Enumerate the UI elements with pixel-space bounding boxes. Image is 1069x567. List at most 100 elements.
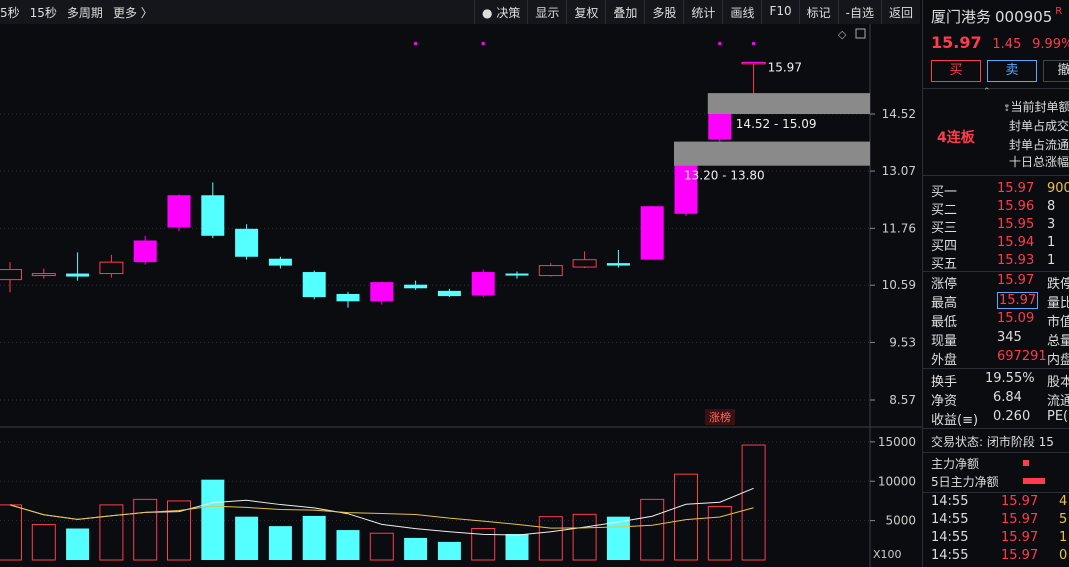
stat-label: 涨停 xyxy=(931,277,958,292)
bid-volume: 3 xyxy=(1047,217,1056,232)
stat-label: 净资 xyxy=(931,394,958,409)
limit-up-marker xyxy=(752,42,756,45)
tick-price: 15.97 xyxy=(1001,530,1039,545)
kline-chart[interactable]: 14.52 13.07 11.76 10.59 9.53 8.57 14.52 - 15.0… xyxy=(0,24,922,567)
stats-button[interactable]: 统计 xyxy=(683,0,722,24)
main-flow-5d: 5日主力净额 xyxy=(923,473,1069,492)
candle-body xyxy=(572,259,597,268)
candle-body xyxy=(640,206,664,260)
bid-price: 15.94 xyxy=(997,235,1035,250)
candle-body xyxy=(336,293,360,302)
period-selector: 5秒 15秒 多周期 更多 〉 xyxy=(0,4,153,21)
volume-bar xyxy=(336,530,360,560)
buy-button[interactable]: 买 xyxy=(931,60,981,82)
candle-body xyxy=(268,258,292,266)
chevron-up-icon[interactable]: ⌃ xyxy=(983,87,991,97)
limit-badge-bg xyxy=(705,409,735,425)
draw-line-button[interactable]: 画线 xyxy=(722,0,761,24)
volume-bar xyxy=(640,498,665,561)
stat-label: 收益(≡) xyxy=(931,413,979,428)
stat-label-2: 股本 xyxy=(1047,375,1069,390)
volume-bar xyxy=(505,534,529,560)
stat-label: 最高 xyxy=(931,296,958,311)
candle-body xyxy=(471,272,495,296)
diamond-icon: ◇ xyxy=(838,28,847,41)
period-multi[interactable]: 多周期 xyxy=(66,6,103,20)
layout-icon xyxy=(855,28,866,39)
volume-tick-label: 5000 xyxy=(885,514,916,528)
stat-value: 0.260 xyxy=(993,409,1031,424)
f10-button[interactable]: F10 xyxy=(761,0,798,24)
stat-value: 19.55% xyxy=(985,371,1035,386)
tick-price: 15.97 xyxy=(1001,548,1039,563)
candle-body xyxy=(370,282,394,302)
period-more[interactable]: 更多 〉 xyxy=(112,6,153,20)
candle-body xyxy=(302,272,326,298)
stat-value: 6.84 xyxy=(993,390,1022,405)
main-flow: 主力净额 xyxy=(923,455,1069,474)
price-tick-label: 9.53 xyxy=(889,335,916,349)
sell-button[interactable]: 卖 xyxy=(987,60,1037,82)
stat-label-2: 量比 xyxy=(1047,296,1069,311)
tick-row: 14:55 15.97 5 xyxy=(923,512,1069,531)
tick-row: 14:55 15.97 1 xyxy=(923,530,1069,549)
bid-label: 买二 xyxy=(931,203,958,218)
bid-price: 15.97 xyxy=(997,181,1035,196)
price-tick-label: 10.59 xyxy=(882,278,916,292)
stat-label-2: 市值 xyxy=(1047,315,1069,330)
main-flow-5d-bar xyxy=(1023,478,1045,484)
stock-code: 000905 xyxy=(995,8,1053,26)
stat-label-2: 总量 xyxy=(1047,334,1069,349)
stat-label: 最低 xyxy=(931,315,958,330)
candle-body xyxy=(708,112,732,140)
tick-time: 14:55 xyxy=(931,494,969,509)
limit-up-marker xyxy=(718,42,722,45)
volume-bar xyxy=(201,479,225,560)
volume-bar xyxy=(268,526,292,560)
period-15s[interactable]: 15秒 xyxy=(29,6,57,20)
bid-row: 买四 15.94 1 xyxy=(923,235,1069,254)
info-icon: ❢ xyxy=(1003,104,1011,114)
streak-badge: 4连板 xyxy=(937,130,975,146)
stat-label-2: 内盘 xyxy=(1047,353,1069,368)
stat-value: 345 xyxy=(997,330,1022,345)
back-button[interactable]: 返回 xyxy=(880,0,920,24)
candle-body xyxy=(0,269,22,281)
remove-watchlist-button[interactable]: -自选 xyxy=(837,0,881,24)
volume-ma10-line xyxy=(9,504,754,529)
stat-label: 外盘 xyxy=(931,353,958,368)
candle-body xyxy=(133,240,157,263)
volume-bar xyxy=(404,537,428,560)
tick-volume: 1 xyxy=(1059,530,1068,545)
period-5s[interactable]: 5秒 xyxy=(0,6,20,20)
mark-button[interactable]: 标记 xyxy=(798,0,838,24)
display-button[interactable]: 显示 xyxy=(527,0,566,24)
price-tick-label: 13.07 xyxy=(882,164,916,178)
candle-body xyxy=(235,228,259,257)
overlay-button[interactable]: 叠加 xyxy=(605,0,644,24)
volume-bar xyxy=(471,528,496,561)
main-flow-bar xyxy=(1023,460,1029,466)
bid-price: 15.93 xyxy=(997,253,1035,268)
volume-bar xyxy=(674,473,698,561)
stat-row: 收益(≡) 0.260 PE( xyxy=(923,409,1069,428)
volume-bar xyxy=(167,500,191,561)
adjust-button[interactable]: 复权 xyxy=(566,0,605,24)
multi-stock-button[interactable]: 多股 xyxy=(644,0,683,24)
cancel-order-button[interactable]: 撤 xyxy=(1043,60,1069,82)
bid-volume: 900 xyxy=(1047,181,1069,196)
tick-volume: 0 xyxy=(1059,548,1068,563)
stat-row: 换手 19.55% 股本 xyxy=(923,371,1069,390)
gap-label: 13.20 - 13.80 xyxy=(684,169,765,183)
bid-price: 15.95 xyxy=(997,217,1035,232)
tick-price: 15.97 xyxy=(1001,512,1039,527)
stat-value: 15.97 xyxy=(997,292,1039,309)
stat-label-2: 流通 xyxy=(1047,394,1069,409)
volume-bar xyxy=(31,524,56,561)
price-change-pct: 9.99% xyxy=(1032,37,1069,52)
volume-bar xyxy=(66,528,90,560)
candle-body xyxy=(505,273,529,276)
candle-body xyxy=(538,265,563,277)
decision-button[interactable]: ● 决策 xyxy=(474,0,527,24)
candle-body xyxy=(167,195,191,228)
